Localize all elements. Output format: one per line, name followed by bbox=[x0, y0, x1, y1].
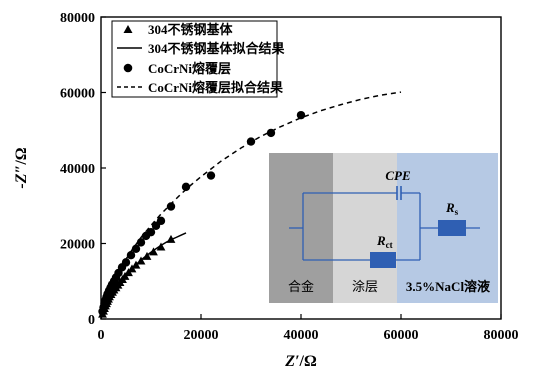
x-tick-label: 60000 bbox=[384, 328, 419, 343]
series-layer bbox=[98, 91, 402, 320]
rct-resistor bbox=[370, 252, 396, 268]
cpe-element bbox=[396, 186, 402, 200]
y-axis-title-main: -Z″ bbox=[13, 165, 30, 189]
x-tick-label: 80000 bbox=[484, 328, 519, 343]
circle-point bbox=[181, 182, 191, 192]
legend-marker-triangle bbox=[123, 25, 133, 33]
circle-point bbox=[136, 238, 146, 247]
x-tick-label: 20000 bbox=[184, 328, 219, 343]
rs-label-main: R bbox=[445, 200, 455, 215]
rct-label-main: R bbox=[376, 233, 386, 248]
circle-point bbox=[126, 251, 136, 260]
x-tick-label: 0 bbox=[98, 328, 105, 343]
legend-label-cocrni-points: CoCrNi熔覆层 bbox=[148, 61, 231, 76]
legend-box bbox=[111, 20, 278, 98]
circuit-wires bbox=[289, 192, 480, 261]
region-label-alloy: 合金 bbox=[288, 279, 314, 294]
circle-point bbox=[146, 227, 156, 237]
region-label-coating: 涂层 bbox=[352, 279, 378, 294]
y-tick-label: 80000 bbox=[60, 11, 95, 26]
y-tick-label: 40000 bbox=[60, 162, 95, 177]
equivalent-circuit-inset: CPE Rct Rs 合金 涂层 3.5%NaCl溶液 bbox=[269, 153, 498, 303]
triangle-point bbox=[156, 242, 166, 251]
axis-layer: 0 20000 40000 60000 80000 0 20000 40000 60000 800… bbox=[60, 11, 519, 343]
circle-point bbox=[156, 216, 166, 226]
y-axis-title: -Z″/Ω bbox=[13, 147, 30, 188]
inset-region-coating bbox=[333, 153, 397, 303]
legend: 304不锈钢基体 304不锈钢基体拟合结果 CoCrNi熔覆层 CoCrNi熔覆… bbox=[111, 20, 285, 98]
rs-label: Rs bbox=[445, 200, 459, 217]
x-axis-title: Z′/Ω bbox=[284, 353, 317, 370]
circle-point bbox=[131, 244, 141, 253]
rs-label-sub: s bbox=[455, 207, 459, 217]
rct-label: Rct bbox=[376, 233, 393, 250]
region-label-nacl: 3.5%NaCl溶液 bbox=[406, 279, 490, 294]
y-tick-label: 0 bbox=[88, 313, 95, 328]
cpe-label: CPE bbox=[385, 168, 411, 183]
legend-label-304-points: 304不锈钢基体 bbox=[148, 22, 234, 37]
y-tick-label: 60000 bbox=[60, 87, 95, 102]
x-tick-label: 40000 bbox=[284, 328, 319, 343]
x-axis-title-unit: /Ω bbox=[299, 353, 317, 370]
circle-point bbox=[121, 258, 131, 267]
x-axis-title-main: Z′ bbox=[284, 353, 299, 370]
circle-point bbox=[206, 171, 216, 180]
circle-point bbox=[166, 202, 176, 211]
circle-point bbox=[296, 110, 306, 120]
y-tick-label: 20000 bbox=[60, 238, 95, 253]
legend-label-cocrni-fit: CoCrNi熔覆层拟合结果 bbox=[148, 80, 283, 95]
rct-label-sub: ct bbox=[386, 240, 393, 250]
legend-marker-circle bbox=[123, 63, 133, 73]
fit-line-dashed bbox=[100, 91, 402, 320]
legend-label-304-fit: 304不锈钢基体拟合结果 bbox=[148, 41, 285, 56]
rs-resistor bbox=[438, 220, 466, 236]
y-axis-title-unit: /Ω bbox=[13, 147, 30, 165]
